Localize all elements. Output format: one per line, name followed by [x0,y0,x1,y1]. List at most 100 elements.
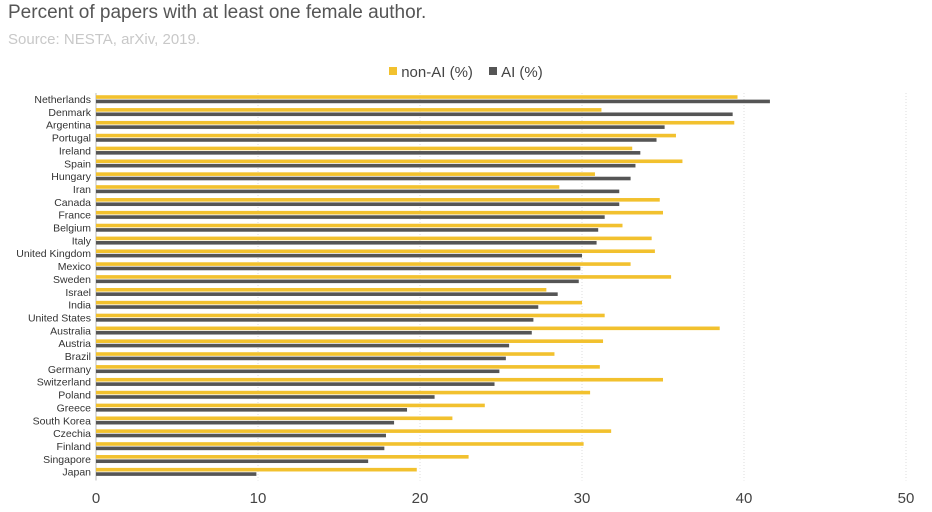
bar-non-ai [96,108,602,112]
bar-ai [96,330,532,335]
category-label: Iran [73,184,91,196]
bar-ai [96,420,395,425]
bar-ai [96,99,770,104]
category-label: Australia [50,325,91,337]
bar-ai [96,472,257,476]
category-label: Austria [58,338,91,350]
bar-non-ai [96,262,631,266]
category-label: Mexico [58,261,91,273]
bar-ai [96,253,582,258]
bar-ai [96,343,510,348]
category-label: Hungary [51,171,91,183]
x-tick-label: 30 [574,490,591,507]
x-tick-label: 20 [412,490,429,507]
bar-non-ai [96,403,485,408]
bar-ai [96,356,506,361]
category-label: Italy [72,235,92,247]
bar-ai [96,189,620,194]
category-label: Czechia [53,428,91,440]
category-label: Finland [57,441,92,453]
bar-ai [96,459,369,464]
bar-non-ai [96,95,738,99]
legend-swatch-ai [489,67,498,75]
bar-non-ai [96,223,623,228]
category-label: Belgium [53,223,91,235]
bar-non-ai [96,185,560,189]
category-label: United States [28,312,91,324]
bar-non-ai [96,326,720,331]
category-label: Japan [62,467,91,479]
x-tick-label: 50 [898,490,915,507]
bar-non-ai [96,275,672,279]
bar-non-ai [96,416,453,421]
bar-ai [96,279,579,284]
bar-non-ai [96,133,676,138]
legend-swatch-non-ai [389,67,398,75]
category-label: Spain [64,158,91,170]
category-label: India [68,300,91,312]
bar-non-ai [96,159,683,164]
bar-non-ai [96,339,604,343]
bar-ai [96,138,657,142]
x-tick-label: 40 [736,490,753,507]
bar-non-ai [96,390,591,395]
bar-non-ai [96,198,660,202]
category-label: Poland [58,390,91,402]
bar-non-ai [96,455,469,459]
bar-ai [96,125,665,129]
bar-non-ai [96,377,663,382]
chart-title: Percent of papers with at least one fema… [8,2,427,23]
category-label: Israel [65,287,91,299]
bar-ai [96,163,636,168]
bar-ai [96,176,631,181]
bar-ai [96,151,641,155]
category-label: Netherlands [34,94,91,106]
chart-subtitle: Source: NESTA, arXiv, 2019. [8,31,201,48]
bar-non-ai [96,236,652,241]
legend-item-non-ai: non-AI (%) [389,64,473,81]
x-tick-label: 0 [92,490,100,507]
chart-legend: non-AI (%) AI (%) [0,64,932,81]
legend-label-non-ai: non-AI (%) [401,64,473,81]
category-label: Greece [57,402,92,414]
bar-non-ai [96,172,595,176]
category-label: Portugal [52,133,91,145]
category-label: United Kingdom [16,248,91,260]
bar-non-ai [96,467,417,472]
bar-ai [96,318,534,322]
bar-ai [96,112,733,117]
bar-non-ai [96,429,612,433]
bar-non-ai [96,352,555,356]
category-label: Germany [48,364,92,376]
category-label: Switzerland [37,377,91,389]
bar-ai [96,292,558,296]
category-label: France [58,210,91,222]
bar-non-ai [96,210,663,215]
bar-non-ai [96,249,655,254]
bar-ai [96,202,620,207]
bar-non-ai [96,287,547,292]
category-label: Denmark [48,107,91,119]
category-label: Sweden [53,274,91,286]
bar-ai [96,215,605,219]
bar-ai [96,408,408,412]
bar-ai [96,228,599,232]
x-tick-label: 10 [250,490,267,507]
category-label: Brazil [65,351,91,363]
bar-non-ai [96,146,633,151]
bar-ai [96,433,386,438]
bar-non-ai [96,365,600,369]
bar-non-ai [96,300,582,305]
bar-ai [96,395,435,399]
legend-item-ai: AI (%) [489,64,543,81]
bar-non-ai [96,313,605,318]
category-label: Canada [54,197,91,209]
bar-ai [96,240,597,245]
bar-ai [96,266,581,271]
category-label: South Korea [33,415,92,427]
bar-ai [96,305,539,309]
legend-label-ai: AI (%) [501,64,543,81]
category-label: Singapore [43,454,91,466]
bar-ai [96,446,385,451]
